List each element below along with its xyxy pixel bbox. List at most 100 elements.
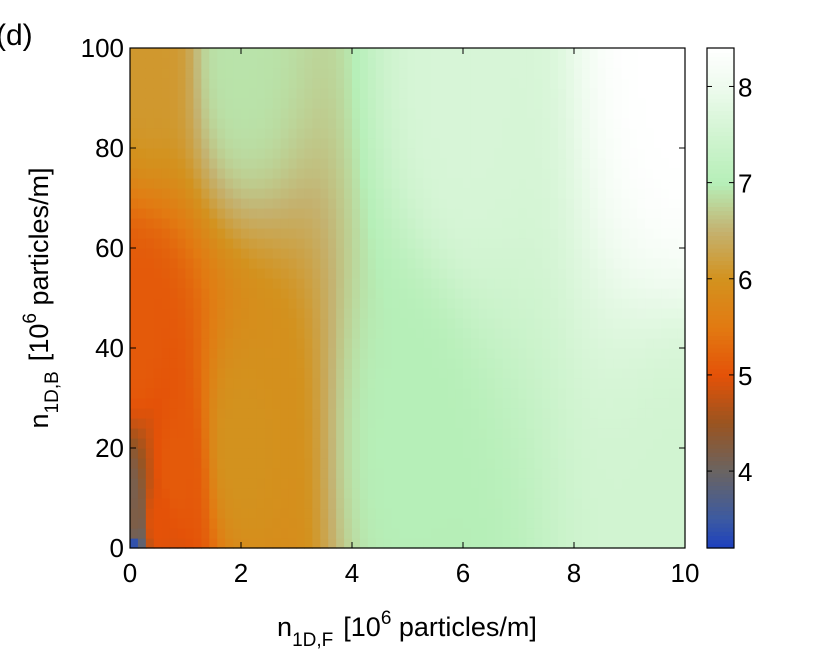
- heatmap-cell: [137, 418, 147, 429]
- heatmap-cell: [241, 438, 250, 449]
- heatmap-cell: [161, 318, 171, 329]
- heatmap-cell: [431, 518, 440, 529]
- heatmap-cell: [502, 458, 512, 469]
- heatmap-cell: [185, 538, 195, 549]
- heatmap-cell: [581, 328, 591, 339]
- heatmap-cell: [558, 428, 567, 439]
- heatmap-cell: [225, 398, 234, 409]
- heatmap-cell: [233, 388, 242, 399]
- heatmap-cell: [597, 128, 607, 139]
- heatmap-cell: [597, 268, 607, 279]
- heatmap-cell: [534, 98, 543, 109]
- heatmap-cell: [550, 278, 559, 289]
- heatmap-cell: [470, 68, 480, 79]
- heatmap-cell: [407, 358, 417, 369]
- heatmap-cell: [312, 458, 321, 469]
- heatmap-cell: [391, 458, 401, 469]
- heatmap-cell: [455, 538, 464, 549]
- heatmap-cell: [391, 68, 401, 79]
- heatmap-cell: [478, 408, 488, 419]
- heatmap-cell: [439, 98, 448, 109]
- heatmap-cell: [336, 128, 345, 139]
- heatmap-cell: [558, 98, 567, 109]
- heatmap-cell: [510, 258, 520, 269]
- heatmap-cell: [264, 118, 274, 129]
- heatmap-cell: [328, 138, 337, 149]
- heatmap-cell: [558, 108, 567, 119]
- heatmap-cell: [130, 398, 139, 409]
- heatmap-cell: [645, 498, 654, 509]
- heatmap-cell: [478, 378, 488, 389]
- heatmap-cell: [177, 388, 187, 399]
- heatmap-cell: [225, 208, 234, 219]
- heatmap-cell: [447, 358, 456, 369]
- heatmap-cell: [145, 338, 155, 349]
- heatmap-cell: [526, 528, 535, 539]
- heatmap-cell: [494, 238, 504, 249]
- heatmap-cell: [256, 318, 266, 329]
- heatmap-cell: [463, 138, 472, 149]
- heatmap-cell: [399, 458, 409, 469]
- heatmap-cell: [169, 248, 179, 259]
- heatmap-cell: [629, 208, 639, 219]
- heatmap-cell: [478, 268, 488, 279]
- heatmap-cell: [225, 88, 234, 99]
- heatmap-cell: [407, 258, 417, 269]
- heatmap-cell: [677, 418, 686, 429]
- heatmap-cell: [153, 378, 163, 389]
- heatmap-cell: [177, 218, 187, 229]
- heatmap-cell: [613, 78, 623, 89]
- heatmap-cell: [415, 248, 424, 259]
- heatmap-cell: [637, 328, 646, 339]
- heatmap-cell: [217, 458, 226, 469]
- heatmap-cell: [423, 408, 432, 419]
- heatmap-cell: [534, 218, 543, 229]
- heatmap-cell: [344, 148, 353, 159]
- heatmap-cell: [296, 398, 306, 409]
- heatmap-cell: [526, 378, 535, 389]
- heatmap-cell: [645, 128, 654, 139]
- heatmap-cell: [478, 498, 488, 509]
- heatmap-cell: [455, 308, 464, 319]
- heatmap-cell: [534, 408, 543, 419]
- heatmap-cell: [383, 478, 393, 489]
- heatmap-cell: [677, 308, 686, 319]
- heatmap-cell: [447, 428, 456, 439]
- heatmap-cell: [296, 228, 306, 239]
- heatmap-cell: [383, 398, 393, 409]
- heatmap-cell: [574, 518, 583, 529]
- heatmap-cell: [225, 288, 234, 299]
- heatmap-cell: [145, 48, 155, 59]
- heatmap-cell: [137, 448, 147, 459]
- heatmap-cell: [415, 448, 424, 459]
- heatmap-cell: [470, 208, 480, 219]
- heatmap-cell: [288, 528, 298, 539]
- colorbar-band: [707, 48, 734, 53]
- heatmap-cell: [217, 148, 226, 159]
- heatmap-cell: [241, 258, 250, 269]
- heatmap-cell: [233, 378, 242, 389]
- heatmap-cell: [653, 178, 662, 189]
- heatmap-cell: [486, 238, 496, 249]
- heatmap-cell: [169, 178, 179, 189]
- heatmap-cell: [605, 78, 615, 89]
- heatmap-cell: [217, 328, 226, 339]
- heatmap-cell: [494, 58, 504, 69]
- heatmap-cell: [661, 218, 670, 229]
- colorbar-band: [707, 231, 734, 237]
- heatmap-cell: [320, 508, 329, 519]
- heatmap-cell: [669, 468, 678, 479]
- heatmap-cell: [312, 178, 321, 189]
- heatmap-cell: [399, 518, 409, 529]
- heatmap-cell: [510, 168, 520, 179]
- heatmap-cell: [542, 158, 551, 169]
- heatmap-cell: [264, 368, 274, 379]
- heatmap-cell: [367, 528, 377, 539]
- heatmap-cell: [399, 358, 409, 369]
- heatmap-cell: [669, 158, 678, 169]
- heatmap-cell: [653, 218, 662, 229]
- heatmap-cell: [653, 348, 662, 359]
- heatmap-cell: [399, 338, 409, 349]
- heatmap-cell: [288, 148, 298, 159]
- heatmap-cell: [248, 88, 258, 99]
